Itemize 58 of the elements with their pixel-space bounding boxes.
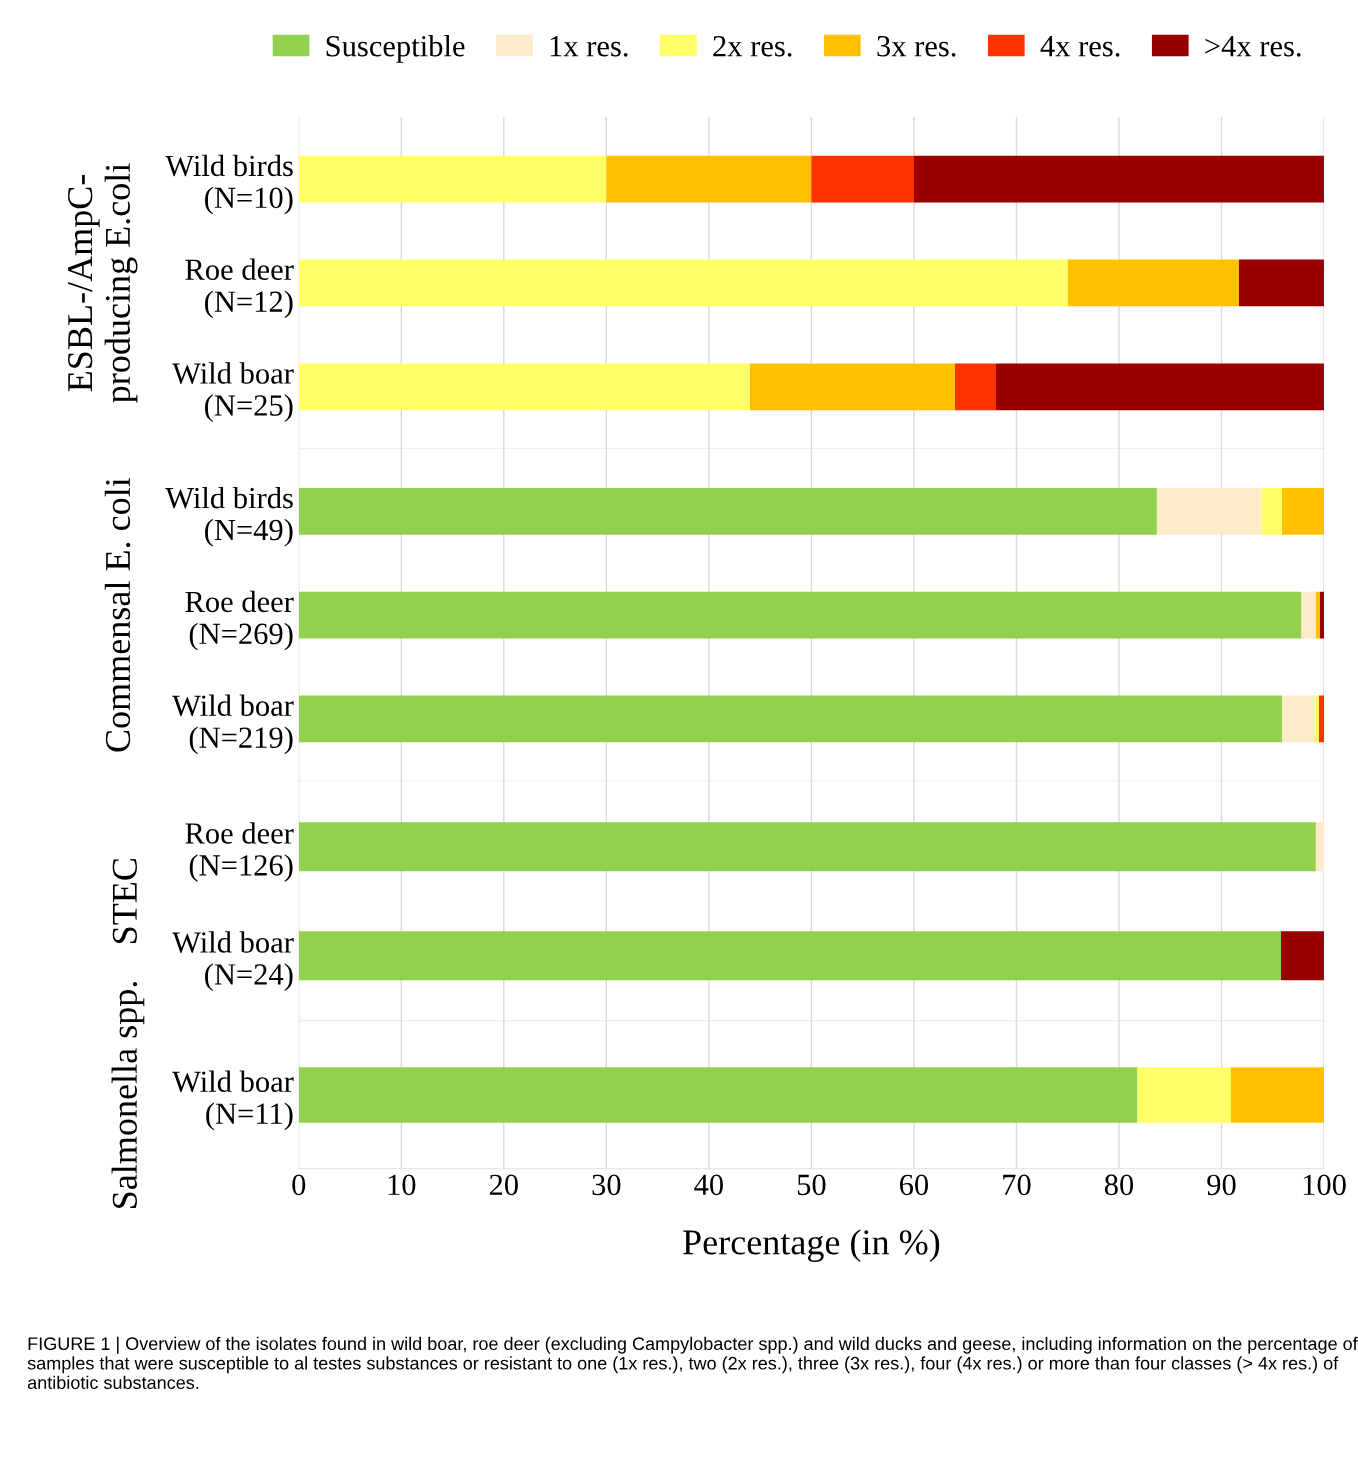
y-tick-label: Roe deer (N=126) bbox=[185, 822, 294, 882]
bar bbox=[298, 259, 1068, 307]
x-tick-label: 80 bbox=[1104, 1174, 1134, 1196]
bar bbox=[606, 155, 812, 203]
bar bbox=[913, 155, 1325, 203]
y-axis-title: ESBL-/AmpC- producing E.coli bbox=[68, 163, 138, 403]
bar bbox=[995, 363, 1325, 411]
y-axis-title: Commensal E. coli bbox=[104, 477, 131, 752]
y-tick-label: Wild boar (N=219) bbox=[172, 694, 294, 755]
x-tick-label: 40 bbox=[694, 1174, 723, 1196]
y-tick-label: Wild boar (N=11) bbox=[172, 1070, 294, 1131]
bar bbox=[1230, 1067, 1325, 1123]
bar bbox=[1282, 695, 1315, 743]
bar bbox=[811, 155, 914, 203]
bar bbox=[298, 487, 1157, 535]
bar bbox=[1301, 591, 1316, 639]
bar bbox=[1315, 591, 1320, 639]
legend-label: Susceptible bbox=[326, 34, 465, 63]
bar bbox=[1238, 259, 1325, 307]
y-tick-label: Wild boar (N=25) bbox=[172, 362, 294, 422]
y-tick-label: Wild boar (N=24) bbox=[172, 931, 294, 991]
x-tick-label: 70 bbox=[1003, 1174, 1031, 1196]
bar bbox=[1137, 1067, 1231, 1123]
bar bbox=[1261, 487, 1283, 535]
bar bbox=[1156, 487, 1262, 535]
legend-label: 2x res. bbox=[713, 35, 792, 57]
y-tick-label: Wild birds (N=10) bbox=[165, 154, 293, 215]
legend-label: 1x res. bbox=[550, 36, 628, 57]
bar bbox=[1067, 259, 1239, 307]
y-axis-title: STEC bbox=[112, 859, 137, 943]
legend-label: >4x res. bbox=[1205, 36, 1301, 57]
bar bbox=[298, 155, 607, 203]
bar bbox=[298, 1067, 1138, 1123]
x-tick-label: 100 bbox=[1303, 1174, 1346, 1196]
bar bbox=[298, 591, 1302, 639]
y-axis-title: Salmonella spp. bbox=[111, 982, 145, 1208]
legend-label: 4x res. bbox=[1040, 36, 1120, 57]
caption: FIGURE 1 | Overview of the isolates found in wild boar, roe deer (excluding Campylobacter spp.) and wild ducks and geese, including information on the percentage of samples that were susceptible to al testes substances or resistant to one (1x res.), two (2x res.), three (3x res.), four (4x res.) or more than four classes (> 4x res.) of antibiotic substances. bbox=[27, 1336, 1358, 1390]
bar bbox=[1319, 591, 1325, 639]
x-tick-label: 50 bbox=[797, 1174, 826, 1196]
x-tick-label: 60 bbox=[899, 1174, 929, 1196]
bar bbox=[1314, 695, 1319, 743]
bar bbox=[298, 363, 750, 411]
x-tick-label: 30 bbox=[592, 1174, 621, 1196]
bar bbox=[954, 363, 996, 411]
x-tick-label: 10 bbox=[388, 1174, 416, 1196]
x-tick-label: 20 bbox=[489, 1174, 518, 1196]
bar bbox=[1282, 487, 1325, 535]
y-tick-label: Roe deer (N=269) bbox=[185, 590, 294, 651]
bar bbox=[749, 363, 955, 411]
x-axis-title: Percentage (in %) bbox=[683, 1229, 940, 1262]
legend-label: 3x res. bbox=[877, 35, 956, 57]
y-tick-label: Roe deer (N=12) bbox=[185, 258, 294, 319]
x-tick-label: 90 bbox=[1207, 1174, 1236, 1196]
bar bbox=[298, 695, 1283, 743]
bar bbox=[1318, 695, 1325, 743]
x-tick-label: 0 bbox=[292, 1174, 306, 1196]
y-tick-label: Wild birds (N=49) bbox=[165, 486, 293, 547]
